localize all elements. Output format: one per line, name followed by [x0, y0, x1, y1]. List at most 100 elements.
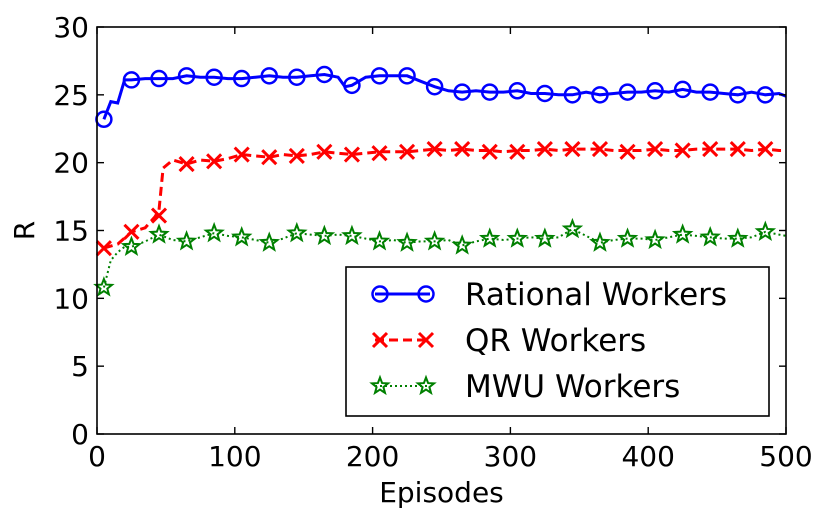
- data-point-marker: [123, 223, 140, 240]
- data-point-marker: [230, 225, 253, 247]
- data-point-marker: [396, 231, 418, 252]
- data-point-marker: [702, 141, 719, 158]
- data-point-marker: [478, 227, 501, 248]
- legend-label: Rational Workers: [465, 277, 727, 313]
- data-point-marker: [729, 141, 746, 158]
- ticks-layer: 0 100 200 300 400 500 0 5 10 15 20 25 30: [53, 11, 812, 473]
- legend-marker-start: [371, 331, 389, 349]
- legend-entry: Rational Workers: [371, 277, 727, 313]
- data-point-marker: [616, 227, 639, 248]
- series-layer: [93, 65, 787, 297]
- data-point-marker: [727, 227, 749, 248]
- y-tick-label: 0: [71, 418, 89, 451]
- data-point-marker: [398, 143, 416, 160]
- series-2: [95, 141, 786, 257]
- data-point-marker: [673, 80, 692, 99]
- data-point-marker: [591, 86, 609, 104]
- legend-marker-start: [369, 374, 391, 396]
- data-point-marker: [536, 141, 553, 158]
- data-point-marker: [561, 217, 584, 239]
- data-point-marker: [481, 143, 498, 160]
- data-point-marker: [647, 141, 664, 158]
- data-point-marker: [591, 141, 609, 158]
- data-point-marker: [671, 223, 694, 244]
- data-point-marker: [343, 146, 360, 163]
- legend-marker-start: [371, 285, 389, 303]
- data-point-marker: [619, 143, 636, 160]
- data-point-marker: [454, 141, 471, 158]
- data-point-marker: [453, 83, 471, 101]
- data-point-marker: [150, 207, 168, 224]
- data-point-marker: [423, 230, 446, 251]
- y-tick-label: 5: [71, 350, 89, 383]
- data-point-marker: [754, 220, 777, 242]
- y-tick-label: 10: [53, 282, 89, 315]
- data-point-marker: [426, 141, 443, 158]
- data-point-marker: [701, 83, 719, 101]
- series-1: [95, 65, 787, 129]
- data-point-marker: [506, 227, 529, 248]
- data-point-marker: [756, 86, 775, 104]
- data-point-marker: [368, 230, 391, 251]
- data-point-marker: [150, 69, 168, 88]
- data-point-marker: [618, 83, 637, 101]
- legend-label: MWU Workers: [465, 369, 680, 405]
- data-point-marker: [480, 83, 499, 101]
- legend-marker-end: [417, 331, 435, 349]
- y-tick-label: 20: [53, 147, 89, 180]
- data-point-marker: [371, 145, 388, 162]
- legend: Rational Workers QR Workers MWU Workers: [345, 266, 770, 417]
- legend-box: [345, 266, 770, 417]
- series-line: [103, 147, 786, 250]
- series-3: [93, 217, 787, 297]
- data-point-marker: [646, 82, 664, 100]
- x-tick-label: 300: [484, 440, 537, 473]
- data-point-marker: [729, 86, 747, 104]
- data-point-marker: [288, 147, 305, 164]
- data-point-marker: [398, 67, 416, 85]
- data-point-marker: [288, 68, 306, 86]
- x-tick-label: 500: [759, 440, 812, 473]
- data-point-marker: [148, 223, 170, 244]
- data-point-marker: [563, 86, 582, 104]
- data-point-marker: [258, 231, 281, 252]
- data-point-marker: [341, 224, 363, 246]
- data-point-marker: [120, 235, 143, 256]
- x-axis-label: Episodes: [379, 476, 504, 509]
- legend-entry: MWU Workers: [369, 369, 680, 405]
- data-point-marker: [233, 146, 250, 163]
- data-point-marker: [203, 221, 225, 243]
- data-point-marker: [95, 240, 112, 257]
- y-tick-label: 30: [53, 11, 89, 44]
- x-tick-label: 100: [208, 440, 261, 473]
- data-point-marker: [261, 149, 278, 166]
- data-point-marker: [699, 225, 721, 247]
- y-tick-label: 25: [53, 79, 89, 112]
- data-point-marker: [316, 143, 333, 160]
- data-point-marker: [536, 84, 554, 103]
- data-point-marker: [260, 67, 278, 85]
- data-point-marker: [674, 142, 691, 159]
- data-point-marker: [451, 234, 473, 255]
- x-tick-label: 400: [621, 440, 674, 473]
- data-point-marker: [343, 76, 361, 95]
- series-line: [102, 227, 787, 288]
- data-point-marker: [313, 224, 336, 246]
- legend-marker-end: [417, 285, 435, 303]
- data-point-marker: [644, 228, 666, 250]
- data-point-marker: [175, 230, 198, 251]
- data-point-marker: [370, 67, 389, 85]
- legend-label: QR Workers: [465, 323, 646, 359]
- data-point-marker: [509, 143, 526, 160]
- data-point-marker: [286, 221, 308, 243]
- legend-items: Rational Workers QR Workers MWU Workers: [369, 277, 727, 405]
- data-point-marker: [177, 67, 196, 85]
- x-tick-label: 200: [346, 440, 399, 473]
- x-tick-label: 0: [88, 440, 106, 473]
- data-point-marker: [508, 82, 527, 100]
- data-point-marker: [205, 68, 223, 86]
- y-tick-label: 15: [53, 215, 89, 248]
- data-point-marker: [315, 65, 334, 84]
- data-point-marker: [564, 141, 581, 158]
